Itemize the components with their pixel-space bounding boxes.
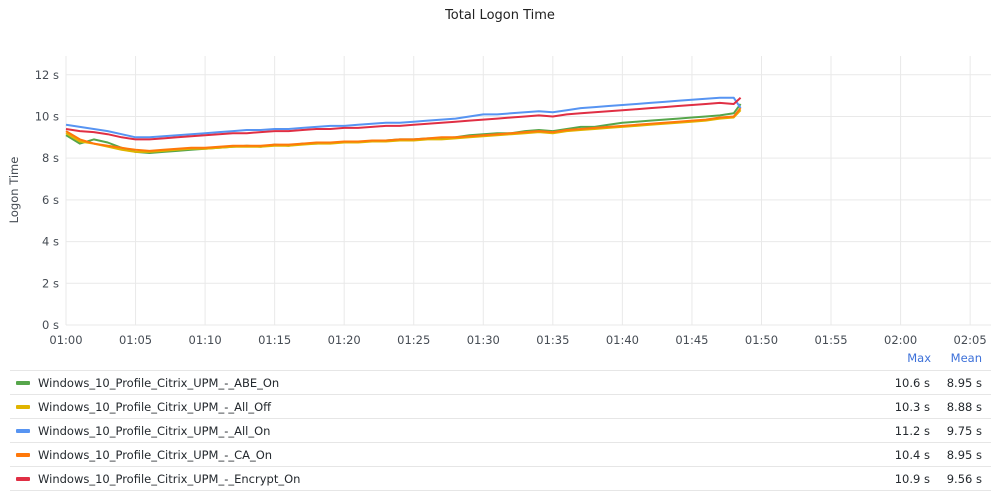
legend-swatch [16,429,30,433]
legend-mean-value: 8.88 s [946,400,982,414]
chart-title: Total Logon Time [445,8,555,23]
legend-max-value: 10.3 s [894,400,930,414]
y-tick-label: 4 s [42,235,59,249]
legend-series-name[interactable]: Windows_10_Profile_Citrix_UPM_-_Encrypt_… [38,472,301,486]
legend-mean-value: 9.75 s [946,424,982,438]
x-tick-label: 01:50 [745,333,778,345]
legend-swatch [16,453,30,457]
legend-header: Max Mean [10,346,991,371]
legend-swatch [16,477,30,481]
y-axis-ticks: 0 s 2 s 4 s 6 s 8 s 10 s 12 s [35,68,59,332]
y-tick-label: 12 s [35,68,59,82]
x-tick-label: 01:15 [258,333,291,345]
y-tick-label: 2 s [42,276,59,290]
y-tick-label: 0 s [42,318,59,332]
legend-mean-value: 9.56 s [946,472,982,486]
legend-swatch [16,381,30,385]
chart-series [65,96,742,154]
x-axis-ticks: 01:00 01:05 01:10 01:15 01:20 01:25 01:30 01:35… [49,333,986,345]
legend-max-value: 10.9 s [894,472,930,486]
legend-row[interactable]: Windows_10_Profile_Citrix_UPM_-_CA_On 10.… [10,443,991,467]
legend-swatch [16,405,30,409]
legend-mean-value: 8.95 s [946,376,982,390]
chart-grid [65,56,991,326]
y-tick-label: 10 s [35,109,59,123]
legend-max-value: 10.4 s [894,448,930,462]
legend-row[interactable]: Windows_10_Profile_Citrix_UPM_-_All_On 11… [10,419,991,443]
legend-table: Max Mean Windows_10_Profile_Citrix_UPM_-… [10,346,991,491]
x-tick-label: 02:05 [954,333,987,345]
x-tick-label: 01:35 [536,333,569,345]
y-tick-label: 8 s [42,151,59,165]
legend-series-name[interactable]: Windows_10_Profile_Citrix_UPM_-_CA_On [38,448,273,462]
series-line-4[interactable] [65,96,742,141]
x-tick-label: 01:25 [397,333,430,345]
legend-series-name[interactable]: Windows_10_Profile_Citrix_UPM_-_All_On [38,424,271,438]
legend-mean-value: 8.95 s [946,448,982,462]
legend-max-value: 10.6 s [894,376,930,390]
x-tick-label: 01:00 [49,333,82,345]
x-tick-label: 01:10 [189,333,222,345]
legend-series-name[interactable]: Windows_10_Profile_Citrix_UPM_-_All_Off [38,400,272,414]
x-tick-label: 02:00 [884,333,917,345]
legend-row[interactable]: Windows_10_Profile_Citrix_UPM_-_Encrypt_… [10,467,991,491]
x-tick-label: 01:20 [328,333,361,345]
x-tick-label: 01:30 [467,333,500,345]
legend-series-name[interactable]: Windows_10_Profile_Citrix_UPM_-_ABE_On [38,376,280,390]
series-line-3[interactable] [65,107,742,152]
legend-row[interactable]: Windows_10_Profile_Citrix_UPM_-_ABE_On 10… [10,371,991,395]
x-tick-label: 01:55 [814,333,847,345]
line-chart[interactable]: 0 s2 s4 s6 s8 s10 s12 s 01:00 01:05 01:10 0… [0,0,1000,345]
x-tick-label: 01:40 [606,333,639,345]
x-tick-label: 01:45 [675,333,708,345]
legend-max-value: 11.2 s [894,424,930,438]
x-tick-label: 01:05 [119,333,152,345]
legend-mean-header[interactable]: Mean [950,351,982,365]
series-line-2[interactable] [65,96,742,139]
y-tick-label: 6 s [42,193,59,207]
y-axis-label: Logon Time [7,157,21,224]
series-line-0[interactable] [65,103,742,154]
legend-max-header[interactable]: Max [907,351,931,365]
legend-row[interactable]: Windows_10_Profile_Citrix_UPM_-_All_Off 1… [10,395,991,419]
